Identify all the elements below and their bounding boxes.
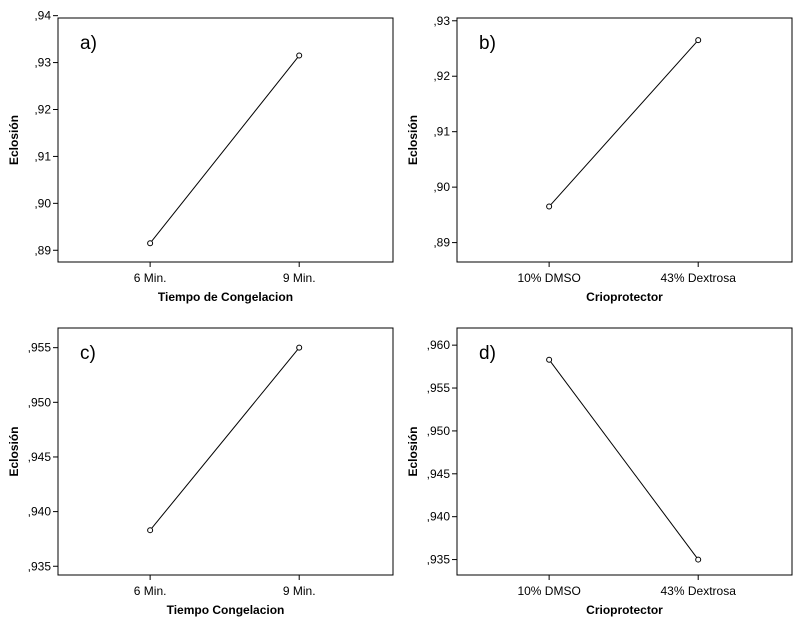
- y-tick-label: ,950: [427, 424, 451, 438]
- y-tick-label: ,945: [427, 467, 451, 481]
- data-point-marker: [147, 240, 154, 247]
- chart-panel: ,935 ,940 ,945 ,950 ,955 ,960 10% DMSO 43% Dext…: [406, 327, 793, 617]
- data-point-marker: [546, 356, 553, 363]
- x-tick-label: 9 Min.: [283, 271, 316, 285]
- y-tick-label: ,960: [427, 338, 451, 352]
- y-tick-label: ,935: [427, 553, 451, 567]
- panel-label: d): [479, 343, 496, 364]
- y-axis-title: Eclosión: [7, 426, 21, 476]
- y-tick-label: ,950: [28, 395, 52, 409]
- chart-panel: ,935 ,940 ,945 ,950 ,955 6 Min. 9 Min. Tiempo C…: [7, 327, 394, 617]
- data-point-marker: [546, 203, 553, 210]
- data-point-marker: [296, 344, 303, 351]
- y-tick-label: ,92: [34, 103, 51, 117]
- series-line: [149, 55, 300, 244]
- x-tick-label: 6 Min.: [134, 271, 167, 285]
- y-tick-label: ,945: [28, 450, 52, 464]
- panel-label: c): [80, 343, 96, 364]
- plot-frame: [57, 327, 394, 576]
- y-tick-label: ,955: [28, 341, 52, 355]
- y-tick-label: ,93: [34, 56, 51, 70]
- chart-panel: ,89 ,90 ,91 ,92 ,93 ,94 6 Min. 9 Min. Tiempo de …: [7, 9, 394, 304]
- data-point-marker: [296, 52, 303, 59]
- y-tick-label: ,94: [34, 9, 51, 23]
- y-tick-label: ,90: [433, 180, 450, 194]
- y-tick-label: ,92: [433, 69, 450, 83]
- panel-label: b): [479, 33, 496, 54]
- y-tick-label: ,93: [433, 14, 450, 28]
- x-tick-label: 9 Min.: [283, 584, 316, 598]
- x-axis-title: Tiempo Congelacion: [167, 603, 285, 617]
- panel-label: a): [80, 33, 97, 54]
- y-tick-label: ,90: [34, 196, 51, 210]
- y-tick-label: ,89: [34, 243, 51, 257]
- y-tick-label: ,935: [28, 559, 52, 573]
- plot-frame: [456, 327, 793, 576]
- chart-panel: ,89 ,90 ,91 ,92 ,93 10% DMSO 43% Dextrosa Criop…: [406, 14, 793, 304]
- y-tick-label: ,940: [28, 505, 52, 519]
- y-tick-label: ,940: [427, 510, 451, 524]
- plot-frame: [456, 17, 793, 263]
- series-line: [548, 359, 699, 560]
- plot-frame: [57, 17, 394, 263]
- x-tick-label: 43% Dextrosa: [661, 584, 737, 598]
- y-tick-label: ,955: [427, 381, 451, 395]
- y-tick-label: ,91: [34, 149, 51, 163]
- x-axis-title: Tiempo de Congelacion: [158, 290, 293, 304]
- y-tick-label: ,89: [433, 236, 450, 250]
- x-tick-label: 10% DMSO: [517, 271, 580, 285]
- x-tick-label: 43% Dextrosa: [661, 271, 737, 285]
- data-point-marker: [147, 527, 154, 534]
- y-axis-title: Eclosión: [7, 115, 21, 165]
- series-line: [149, 347, 300, 531]
- data-point-marker: [695, 556, 702, 563]
- series-line: [548, 39, 699, 207]
- x-tick-label: 10% DMSO: [517, 584, 580, 598]
- y-tick-label: ,91: [433, 125, 450, 139]
- y-axis-title: Eclosión: [406, 115, 420, 165]
- y-axis-title: Eclosión: [406, 426, 420, 476]
- x-axis-title: Crioprotector: [586, 290, 663, 304]
- data-point-marker: [695, 37, 702, 44]
- x-tick-label: 6 Min.: [134, 584, 167, 598]
- x-axis-title: Crioprotector: [586, 603, 663, 617]
